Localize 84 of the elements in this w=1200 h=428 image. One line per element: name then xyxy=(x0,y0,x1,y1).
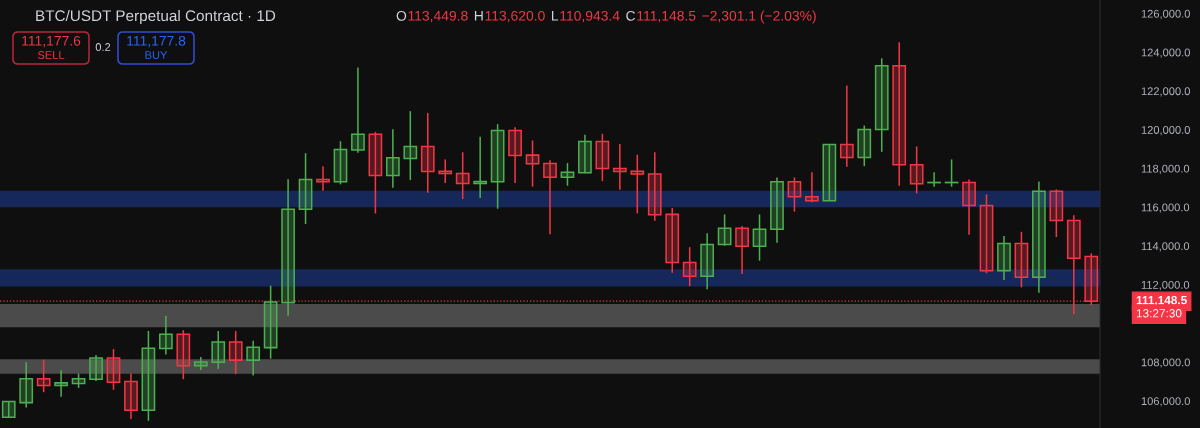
y-tick-label: 106,000.0 xyxy=(1141,397,1190,407)
candlestick xyxy=(595,133,610,182)
candlestick xyxy=(892,41,907,187)
candlestick xyxy=(560,162,575,187)
candlestick xyxy=(543,159,557,235)
y-tick-label: 116,000.0 xyxy=(1141,203,1190,213)
y-tick-label: 124,000.0 xyxy=(1141,48,1190,58)
candlestick xyxy=(665,207,680,274)
candlestick xyxy=(717,213,732,247)
candlestick xyxy=(333,140,348,186)
candlestick xyxy=(1049,188,1064,238)
candlestick xyxy=(874,57,889,153)
candlestick xyxy=(525,139,540,188)
annotation: L xyxy=(551,11,559,21)
candlestick xyxy=(298,152,313,225)
text: 111,148.5 xyxy=(1136,295,1187,307)
candlestick xyxy=(158,315,173,356)
annotation: 111,148.5 xyxy=(637,10,696,23)
candlestick xyxy=(770,176,784,244)
annotation: O xyxy=(396,10,407,21)
annotation: 113,620.0 xyxy=(485,10,545,23)
candlestick xyxy=(647,151,662,222)
candlestick xyxy=(508,126,522,184)
candlestick xyxy=(176,329,191,380)
candlestick xyxy=(228,330,243,375)
candlestick xyxy=(735,225,749,275)
annotation: 111,177.6 xyxy=(22,35,81,48)
candlestick xyxy=(997,235,1011,281)
candlestick xyxy=(682,246,697,288)
candlestick xyxy=(1032,180,1046,294)
annotation: 111,177.8 xyxy=(127,35,186,48)
candlestick xyxy=(403,110,418,181)
candlestick xyxy=(979,193,994,275)
annotation: 110,943.4 xyxy=(560,10,620,23)
y-tick-label: 122,000.0 xyxy=(1141,87,1190,97)
candlestick xyxy=(612,143,627,191)
candlestick xyxy=(805,171,819,203)
candlestick xyxy=(490,123,505,210)
y-tick-label: 114,000.0 xyxy=(1141,242,1190,252)
candlestick xyxy=(962,178,976,236)
y-tick-label: 112,000.0 xyxy=(1141,280,1190,291)
candlestick xyxy=(351,66,365,154)
y-tick-label: 108,000.0 xyxy=(1141,358,1190,368)
candlestick xyxy=(36,358,51,393)
candlestick xyxy=(89,354,103,382)
candlestick xyxy=(857,124,872,167)
candlestick xyxy=(839,84,854,168)
candlestick xyxy=(909,145,924,195)
candlestick xyxy=(263,284,278,360)
y-tick-label: 126,000.0 xyxy=(1141,9,1190,19)
candlestick xyxy=(368,131,383,215)
candlestick xyxy=(630,153,645,215)
candlestick xyxy=(752,213,767,262)
annotation: C xyxy=(626,10,636,21)
annotation: 0.2 xyxy=(95,43,111,51)
annotation: 113,449.8 xyxy=(408,10,468,23)
annotation: BUY xyxy=(145,51,168,59)
text: BTC/USDT Perpetual Contract · 1D xyxy=(36,9,276,25)
y-tick-label: 118,000.0 xyxy=(1141,164,1190,174)
candlestick xyxy=(193,356,208,371)
candlestick xyxy=(19,361,34,409)
candlestick xyxy=(420,112,435,194)
candlestick xyxy=(106,348,121,391)
candlestick xyxy=(578,134,592,174)
candlestick xyxy=(124,372,138,420)
candlestick xyxy=(385,128,400,189)
candlestick xyxy=(54,369,68,398)
candlestick xyxy=(473,135,488,199)
candlestick xyxy=(211,330,226,370)
candlestick xyxy=(787,176,802,213)
candlestick xyxy=(822,143,837,202)
annotation: −2,301.1 (−2.03%) xyxy=(702,10,816,24)
candlestick xyxy=(316,165,330,192)
candlestick xyxy=(455,151,470,200)
y-tick-label: 120,000.0 xyxy=(1141,126,1190,136)
candlestick xyxy=(438,158,453,184)
annotation: H xyxy=(474,11,483,21)
candlestick xyxy=(141,330,156,422)
candlestick xyxy=(281,178,295,317)
annotation: SELL xyxy=(37,51,65,59)
candlestick xyxy=(246,339,261,377)
text: 13:27:30 xyxy=(1136,309,1182,318)
candlestick xyxy=(700,232,715,291)
candlestick xyxy=(1014,231,1029,289)
